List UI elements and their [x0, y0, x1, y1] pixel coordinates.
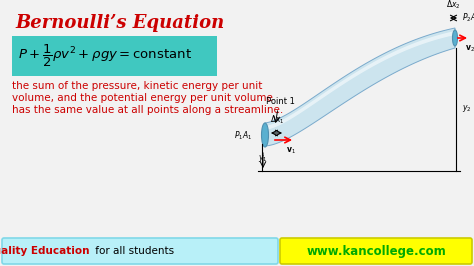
Text: www.kancollege.com: www.kancollege.com [306, 244, 446, 257]
FancyBboxPatch shape [280, 238, 472, 264]
Text: $y_2$: $y_2$ [462, 102, 472, 114]
Ellipse shape [262, 123, 268, 147]
Text: Bernoulli’s Equation: Bernoulli’s Equation [15, 14, 225, 32]
Text: $\mathbf{v}_1$: $\mathbf{v}_1$ [286, 145, 296, 156]
Text: $y_1$: $y_1$ [258, 152, 268, 164]
Polygon shape [265, 28, 455, 146]
Polygon shape [265, 31, 455, 130]
Text: $P + \dfrac{1}{2}\rho v^2 + \rho g y = \mathrm{constant}$: $P + \dfrac{1}{2}\rho v^2 + \rho g y = \… [18, 43, 192, 69]
FancyBboxPatch shape [2, 238, 278, 264]
FancyBboxPatch shape [12, 36, 217, 76]
Text: Quality Education: Quality Education [0, 246, 90, 256]
Ellipse shape [453, 30, 457, 46]
Text: volume, and the potential energy per unit volume: volume, and the potential energy per uni… [12, 93, 273, 103]
Text: $\Delta x_2$: $\Delta x_2$ [446, 0, 460, 11]
Text: has the same value at all points along a streamline.: has the same value at all points along a… [12, 105, 283, 115]
Text: for all students: for all students [92, 246, 174, 256]
Text: $\mathbf{v}_2$: $\mathbf{v}_2$ [465, 43, 474, 53]
Text: $P_2A_2$: $P_2A_2$ [462, 12, 474, 24]
Text: the sum of the pressure, kinetic energy per unit: the sum of the pressure, kinetic energy … [12, 81, 263, 91]
Text: $\Delta x_1$: $\Delta x_1$ [270, 114, 284, 126]
Text: $P_1A_1$: $P_1A_1$ [234, 130, 252, 142]
Text: Point 1: Point 1 [265, 97, 294, 106]
